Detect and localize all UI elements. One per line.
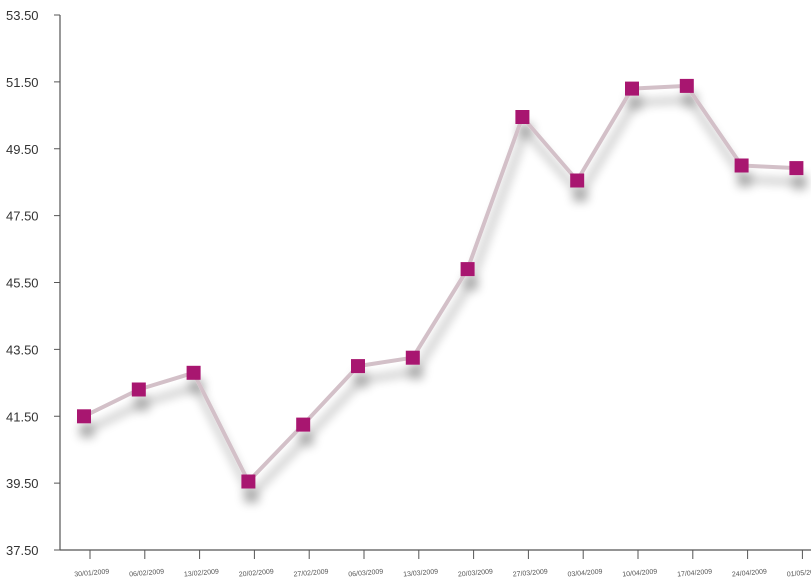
y-tick-label: 51.50 bbox=[6, 75, 39, 90]
series-line bbox=[82, 83, 799, 484]
data-point-marker bbox=[570, 173, 585, 188]
x-tick-label: 20/02/2009 bbox=[239, 568, 275, 578]
x-tick-label: 20/03/2009 bbox=[458, 568, 494, 578]
x-tick-label: 24/04/2009 bbox=[732, 568, 768, 578]
y-tick-label: 39.50 bbox=[6, 476, 39, 491]
y-tick-label: 37.50 bbox=[6, 543, 39, 558]
x-tick-label: 27/03/2009 bbox=[513, 568, 549, 578]
data-point-marker bbox=[296, 417, 311, 432]
data-point-marker bbox=[679, 78, 694, 93]
x-tick-label: 01/05/2009 bbox=[787, 568, 811, 578]
x-tick-label: 13/02/2009 bbox=[184, 568, 220, 578]
x-tick-label: 10/04/2009 bbox=[622, 568, 658, 578]
data-point-marker bbox=[625, 81, 639, 96]
y-axis-ticks: 53.50 51.50 49.50 47.50 45.50 43.50 41.50 39.50… bbox=[6, 8, 60, 558]
data-point-marker bbox=[515, 110, 530, 124]
y-tick-label: 41.50 bbox=[6, 409, 39, 424]
y-tick-label: 43.50 bbox=[6, 342, 39, 357]
data-point-marker bbox=[460, 262, 475, 277]
x-tick-label: 06/02/2009 bbox=[129, 568, 165, 578]
data-point-marker bbox=[405, 350, 420, 365]
data-point-marker bbox=[186, 365, 201, 380]
data-point-marker bbox=[131, 382, 146, 397]
data-point-marker bbox=[734, 158, 749, 173]
x-tick-label: 17/04/2009 bbox=[677, 568, 713, 578]
x-tick-label: 13/03/2009 bbox=[403, 568, 439, 578]
x-tick-label: 27/02/2009 bbox=[293, 568, 329, 578]
y-tick-label: 49.50 bbox=[6, 142, 39, 157]
x-tick-label: 30/01/2009 bbox=[74, 568, 110, 578]
y-tick-label: 45.50 bbox=[6, 276, 39, 291]
axes bbox=[59, 15, 811, 551]
data-point-marker bbox=[241, 474, 256, 489]
x-tick-label: 03/04/2009 bbox=[567, 568, 603, 578]
data-point-marker bbox=[789, 161, 804, 176]
x-axis-ticks: 30/01/2009 06/02/2009 13/02/2009 20/02/2009… bbox=[74, 550, 811, 579]
y-tick-label: 47.50 bbox=[6, 209, 39, 224]
data-point-marker bbox=[77, 409, 91, 424]
x-tick-label: 06/03/2009 bbox=[348, 568, 384, 578]
data-point-marker bbox=[351, 359, 365, 374]
plot-area bbox=[77, 78, 804, 489]
y-tick-label: 53.50 bbox=[6, 8, 39, 23]
